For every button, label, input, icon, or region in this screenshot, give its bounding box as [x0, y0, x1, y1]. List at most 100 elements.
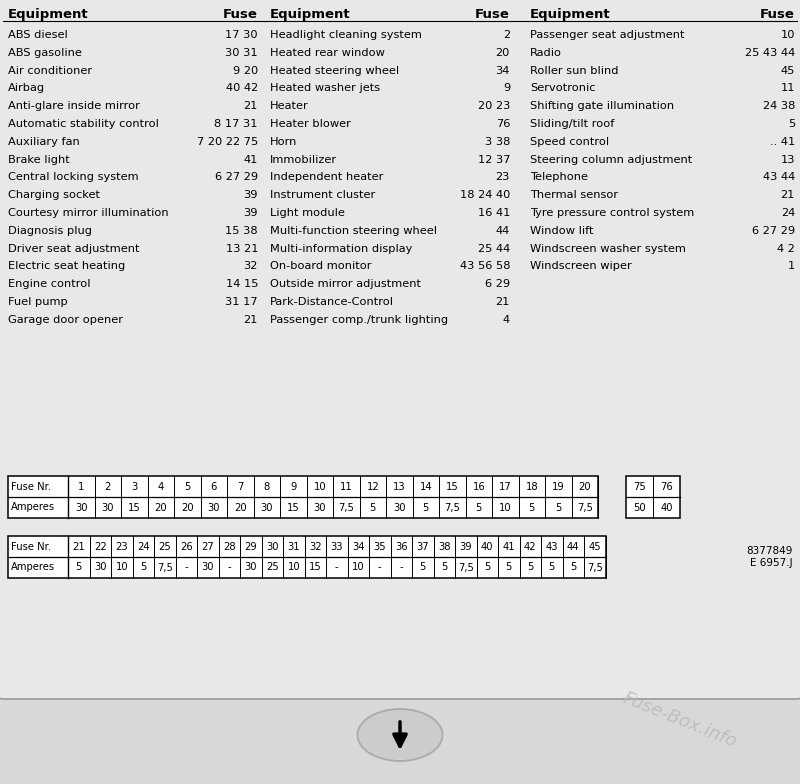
Text: 29: 29	[244, 542, 257, 551]
Text: Window lift: Window lift	[530, 226, 594, 236]
FancyBboxPatch shape	[8, 476, 598, 518]
Text: 13: 13	[393, 481, 406, 492]
Text: 37: 37	[417, 542, 429, 551]
Text: 14 15: 14 15	[226, 279, 258, 289]
Text: 39: 39	[243, 191, 258, 200]
Text: 45: 45	[781, 66, 795, 75]
Text: 5: 5	[527, 562, 534, 572]
Text: Fuse Nr.: Fuse Nr.	[11, 481, 51, 492]
Text: Central locking system: Central locking system	[8, 172, 138, 183]
Text: 75: 75	[633, 481, 646, 492]
Ellipse shape	[358, 709, 442, 761]
FancyBboxPatch shape	[626, 476, 680, 518]
Text: 7: 7	[237, 481, 243, 492]
Text: 23: 23	[115, 542, 128, 551]
Text: Servotronic: Servotronic	[530, 83, 595, 93]
Text: 24: 24	[781, 208, 795, 218]
Text: Passenger seat adjustment: Passenger seat adjustment	[530, 30, 685, 40]
Text: -: -	[227, 562, 231, 572]
Text: Heater blower: Heater blower	[270, 119, 351, 129]
Text: Horn: Horn	[270, 136, 298, 147]
Text: 5: 5	[370, 503, 376, 513]
Text: 21: 21	[244, 101, 258, 111]
Text: 12 37: 12 37	[478, 154, 510, 165]
Text: Instrument cluster: Instrument cluster	[270, 191, 375, 200]
Text: 5: 5	[570, 562, 577, 572]
Text: 33: 33	[330, 542, 343, 551]
Text: 25 44: 25 44	[478, 244, 510, 253]
Text: Fuse Nr.: Fuse Nr.	[11, 542, 51, 551]
Text: 2: 2	[105, 481, 111, 492]
Text: Fuse: Fuse	[223, 8, 258, 21]
Text: 8 17 31: 8 17 31	[214, 119, 258, 129]
Text: Speed control: Speed control	[530, 136, 609, 147]
Text: 50: 50	[633, 503, 646, 513]
Text: 38: 38	[438, 542, 450, 551]
Text: 9: 9	[502, 83, 510, 93]
Text: Fuse: Fuse	[475, 8, 510, 21]
Text: 42: 42	[524, 542, 537, 551]
Text: 11: 11	[340, 481, 353, 492]
Text: 30: 30	[266, 542, 278, 551]
Text: 7,5: 7,5	[587, 562, 602, 572]
Text: Radio: Radio	[530, 48, 562, 58]
Text: 4 2: 4 2	[777, 244, 795, 253]
Text: Thermal sensor: Thermal sensor	[530, 191, 618, 200]
Text: Heated rear window: Heated rear window	[270, 48, 385, 58]
Text: 32: 32	[244, 261, 258, 271]
Text: 45: 45	[589, 542, 601, 551]
Text: 20: 20	[234, 503, 246, 513]
Text: 9 20: 9 20	[233, 66, 258, 75]
Text: Diagnosis plug: Diagnosis plug	[8, 226, 92, 236]
Text: 17: 17	[499, 481, 512, 492]
Text: Automatic stability control: Automatic stability control	[8, 119, 159, 129]
Text: 26: 26	[180, 542, 193, 551]
Text: Telephone: Telephone	[530, 172, 588, 183]
Text: 41: 41	[244, 154, 258, 165]
Text: 13 21: 13 21	[226, 244, 258, 253]
Text: 19: 19	[552, 481, 565, 492]
Text: 5: 5	[549, 562, 555, 572]
Text: 6: 6	[210, 481, 217, 492]
Text: 30: 30	[207, 503, 220, 513]
Text: 40: 40	[660, 503, 673, 513]
Text: 10: 10	[115, 562, 128, 572]
Text: On-board monitor: On-board monitor	[270, 261, 371, 271]
Text: 40 42: 40 42	[226, 83, 258, 93]
Text: 31 17: 31 17	[226, 297, 258, 307]
Text: Fuel pump: Fuel pump	[8, 297, 68, 307]
Text: Immobilizer: Immobilizer	[270, 154, 337, 165]
Text: Engine control: Engine control	[8, 279, 90, 289]
Text: 7,5: 7,5	[444, 503, 460, 513]
Text: 12: 12	[366, 481, 379, 492]
Text: Auxiliary fan: Auxiliary fan	[8, 136, 80, 147]
Text: 24 38: 24 38	[762, 101, 795, 111]
Text: 15: 15	[128, 503, 141, 513]
Text: 39: 39	[459, 542, 472, 551]
Text: Windscreen wiper: Windscreen wiper	[530, 261, 632, 271]
Text: Equipment: Equipment	[530, 8, 610, 21]
Text: 36: 36	[395, 542, 407, 551]
Text: Park-Distance-Control: Park-Distance-Control	[270, 297, 394, 307]
Text: Heated washer jets: Heated washer jets	[270, 83, 380, 93]
Text: 3: 3	[131, 481, 138, 492]
Text: 7 20 22 75: 7 20 22 75	[197, 136, 258, 147]
Text: Electric seat heating: Electric seat heating	[8, 261, 126, 271]
Text: 27: 27	[202, 542, 214, 551]
Text: 7,5: 7,5	[157, 562, 173, 572]
Text: 1: 1	[78, 481, 85, 492]
Text: 6 27 29: 6 27 29	[215, 172, 258, 183]
Text: 17 30: 17 30	[226, 30, 258, 40]
Text: 34: 34	[352, 542, 365, 551]
Text: 44: 44	[567, 542, 579, 551]
Text: 5: 5	[506, 562, 512, 572]
Text: Steering column adjustment: Steering column adjustment	[530, 154, 692, 165]
Text: Passenger comp./trunk lighting: Passenger comp./trunk lighting	[270, 315, 448, 325]
Text: 25 43 44: 25 43 44	[745, 48, 795, 58]
Text: 5: 5	[75, 562, 82, 572]
Text: 3 38: 3 38	[485, 136, 510, 147]
Text: Equipment: Equipment	[270, 8, 350, 21]
Text: 7,5: 7,5	[577, 503, 593, 513]
Text: 15: 15	[309, 562, 322, 572]
Text: 5: 5	[422, 503, 429, 513]
